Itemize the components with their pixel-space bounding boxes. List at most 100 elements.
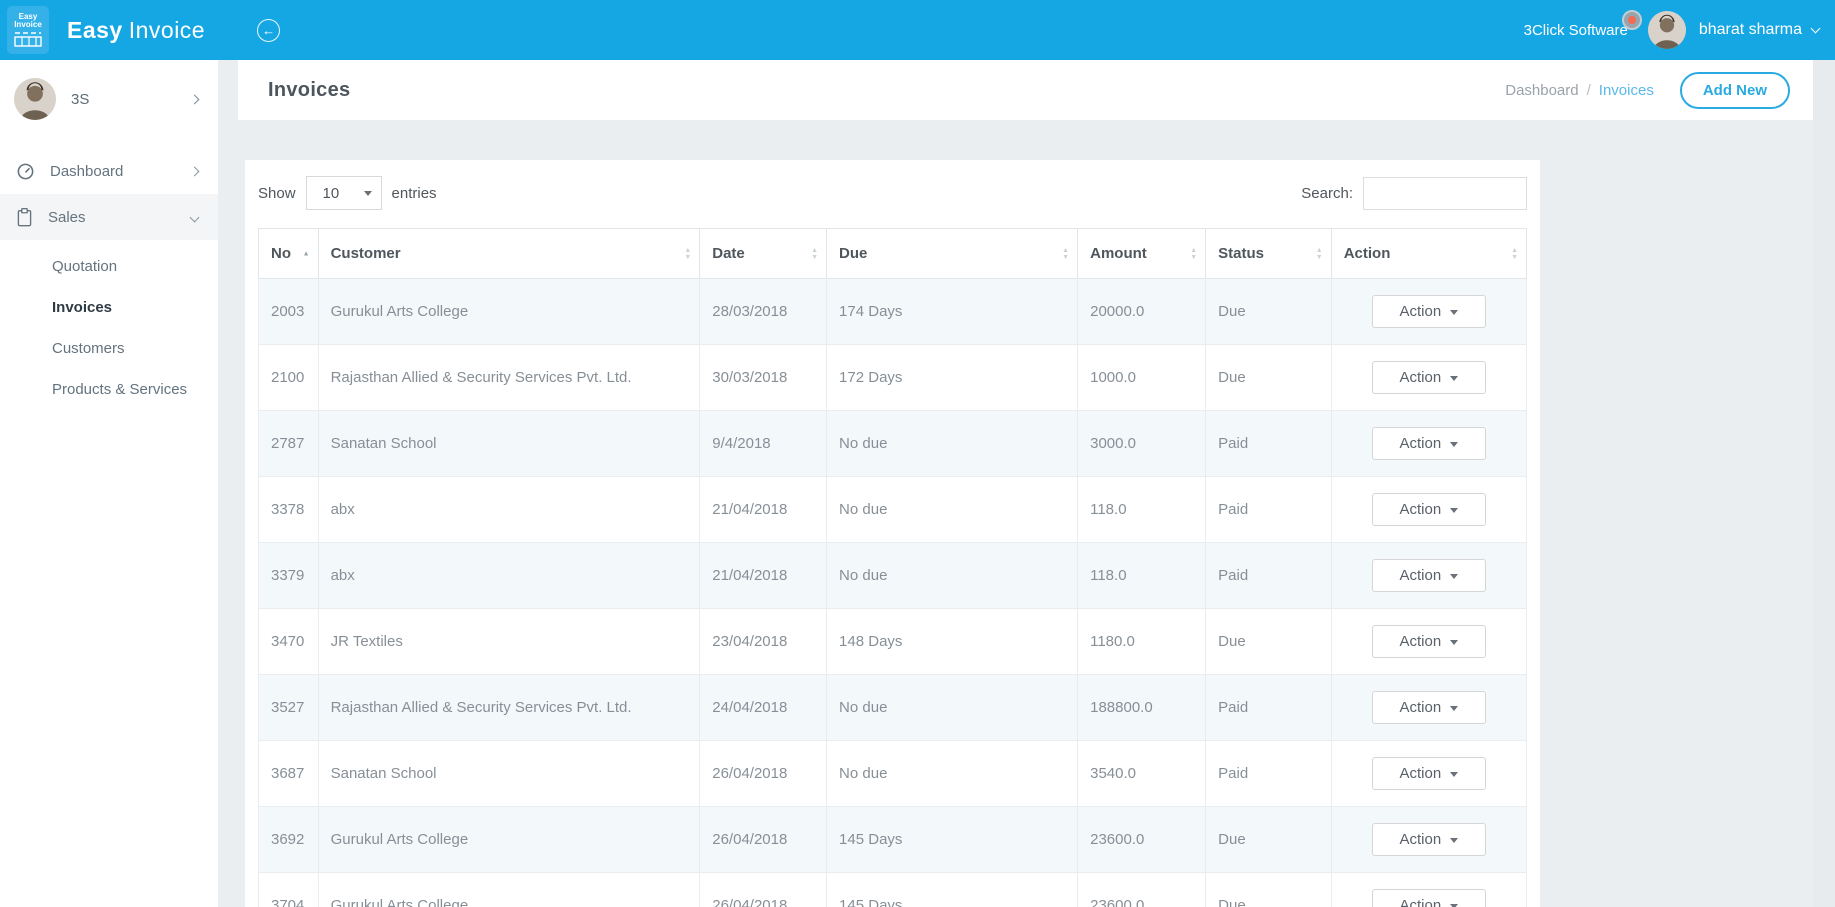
caret-down-icon (1450, 903, 1459, 907)
caret-down-icon (1450, 705, 1459, 711)
cell-date: 21/04/2018 (699, 476, 828, 543)
sidebar-item-label: Dashboard (50, 162, 124, 180)
action-button-label: Action (1399, 567, 1442, 584)
row-action-button[interactable]: Action (1371, 625, 1487, 658)
table-row: 3378 abx 21/04/2018 No due 118.0 Paid Action (258, 476, 1528, 543)
user-menu[interactable]: bharat sharma (1698, 21, 1802, 38)
table-row: 3527 Rajasthan Allied & Security Services… (258, 674, 1528, 741)
cell-due: No due (826, 674, 1079, 741)
cell-action: Action (1330, 806, 1528, 873)
row-action-button[interactable]: Action (1371, 757, 1487, 790)
notification-badge[interactable] (1621, 10, 1642, 30)
caret-down-icon (1450, 771, 1459, 777)
column-header-label: Due (839, 245, 868, 262)
sidebar-item-quotation[interactable]: Quotation (52, 258, 118, 275)
table-row: 2787 Sanatan School 9/4/2018 No due 3000.0 Pa… (258, 410, 1528, 477)
cell-action: Action (1330, 476, 1528, 543)
breadcrumb-dashboard[interactable]: Dashboard (1505, 81, 1579, 99)
cell-no: 2787 (258, 410, 319, 477)
table-row: 2100 Rajasthan Allied & Security Services… (258, 344, 1528, 411)
sort-both-icon[interactable]: ▲ ▼ (1511, 246, 1518, 261)
sidebar-user[interactable]: 3S (0, 60, 218, 134)
entries-label: entries (391, 184, 437, 202)
user-avatar[interactable] (1647, 11, 1686, 49)
chevron-down-icon (189, 212, 200, 222)
column-header-label: Action (1343, 245, 1391, 262)
entries-select-value: 10 (322, 184, 340, 202)
row-action-button[interactable]: Action (1371, 361, 1487, 394)
sidebar-item-products-services[interactable]: Products & Services (52, 381, 188, 398)
column-header-amount[interactable]: Amount ▲ ▼ (1077, 228, 1207, 279)
chevron-down-icon[interactable] (1810, 23, 1821, 34)
column-header-date[interactable]: Date ▲ ▼ (699, 228, 828, 279)
sidebar-item-dashboard[interactable]: Dashboard (0, 148, 218, 194)
row-action-button[interactable]: Action (1371, 823, 1487, 856)
cell-no: 3470 (258, 608, 319, 675)
cell-date: 24/04/2018 (699, 674, 828, 741)
table-row: 3692 Gurukul Arts College 26/04/2018 145 Da… (258, 806, 1528, 873)
table-controls: Show 10 entries Search: (258, 176, 1527, 210)
column-header-label: Date (712, 245, 745, 262)
scrollbar-track[interactable] (1813, 60, 1835, 907)
cell-action: Action (1330, 344, 1528, 411)
row-action-button[interactable]: Action (1371, 427, 1487, 460)
row-action-button[interactable]: Action (1371, 295, 1487, 328)
sort-both-icon[interactable]: ▲ ▼ (1190, 246, 1198, 261)
action-button-label: Action (1399, 831, 1442, 848)
cell-status: Paid (1205, 476, 1332, 543)
table-row: 3687 Sanatan School 26/04/2018 No due 3540.0… (258, 740, 1528, 807)
sales-clipboard-icon (16, 207, 33, 227)
cell-customer: Rajasthan Allied & Security Services Pvt… (317, 674, 701, 741)
action-button-label: Action (1399, 765, 1442, 782)
table-row: 2003 Gurukul Arts College 28/03/2018 174 Da… (258, 278, 1528, 345)
sort-both-icon[interactable]: ▲ ▼ (684, 246, 692, 261)
column-header-label: Customer (330, 245, 401, 262)
cell-amount: 1180.0 (1077, 608, 1207, 675)
column-header-no[interactable]: No ▲ (258, 228, 319, 279)
cell-no: 3378 (258, 476, 319, 543)
app-logo[interactable]: Easy Invoice (7, 6, 49, 54)
sort-asc-icon[interactable]: ▲ (302, 250, 310, 257)
sidebar-item-customers[interactable]: Customers (52, 340, 125, 357)
sidebar-item-sales[interactable]: Sales (0, 194, 218, 240)
column-header-label: No (271, 245, 291, 262)
search-input[interactable] (1363, 176, 1527, 210)
cell-status: Due (1205, 278, 1332, 345)
cell-customer: abx (317, 542, 701, 609)
table-row: 3379 abx 21/04/2018 No due 118.0 Paid Action (258, 542, 1528, 609)
add-new-button[interactable]: Add New (1679, 71, 1790, 109)
cell-no: 3687 (258, 740, 319, 807)
caret-down-icon (1450, 441, 1459, 447)
cell-amount: 1000.0 (1077, 344, 1207, 411)
column-header-status[interactable]: Status ▲ ▼ (1205, 228, 1332, 279)
sort-both-icon[interactable]: ▲ ▼ (1062, 246, 1070, 261)
row-action-button[interactable]: Action (1371, 691, 1487, 724)
brand-title[interactable]: Easy Invoice (67, 16, 206, 43)
entries-select[interactable]: 10 (305, 176, 382, 210)
caret-down-icon (1450, 507, 1459, 513)
column-header-action[interactable]: Action ▲ ▼ (1330, 228, 1528, 279)
sidebar-item-invoices[interactable]: Invoices (52, 299, 113, 316)
cell-due: 148 Days (826, 608, 1079, 675)
cell-customer: Gurukul Arts College (317, 872, 701, 907)
sort-both-icon[interactable]: ▲ ▼ (1315, 246, 1323, 261)
row-action-button[interactable]: Action (1371, 889, 1487, 907)
caret-down-icon (1450, 573, 1459, 579)
collapse-sidebar-icon[interactable]: ← (257, 18, 281, 42)
row-action-button[interactable]: Action (1371, 559, 1487, 592)
column-header-due[interactable]: Due ▲ ▼ (826, 228, 1079, 279)
cell-customer: Gurukul Arts College (317, 278, 701, 345)
cell-no: 2100 (258, 344, 319, 411)
cell-status: Due (1205, 806, 1332, 873)
cell-due: No due (826, 542, 1079, 609)
sort-both-icon[interactable]: ▲ ▼ (811, 246, 819, 261)
cell-date: 28/03/2018 (699, 278, 828, 345)
cell-amount: 118.0 (1077, 476, 1207, 543)
logo-text: Easy Invoice (14, 11, 42, 29)
cell-status: Due (1205, 872, 1332, 907)
breadcrumb-invoices[interactable]: Invoices (1598, 81, 1654, 99)
cell-customer: Rajasthan Allied & Security Services Pvt… (317, 344, 701, 411)
row-action-button[interactable]: Action (1371, 493, 1487, 526)
column-header-customer[interactable]: Customer ▲ ▼ (317, 228, 701, 279)
invoices-table: No ▲ Customer ▲ ▼ Date ▲ ▼ Due ▲ ▼ Amount ▲ ▼ Status ▲ ▼… (258, 228, 1528, 907)
